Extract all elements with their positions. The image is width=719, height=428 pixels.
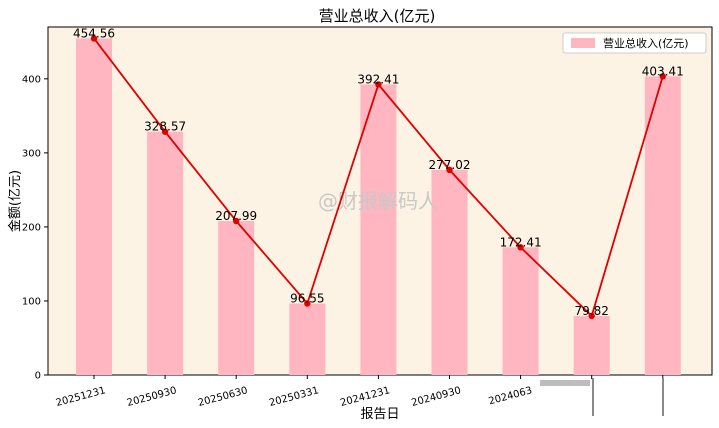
- data-label: 277.02: [429, 158, 471, 172]
- data-label: 454.56: [73, 26, 115, 40]
- bar: [644, 76, 681, 376]
- line-point: [304, 300, 311, 307]
- x-axis-label: 报告日: [360, 407, 399, 422]
- y-tick-label: 100: [22, 296, 41, 307]
- data-label: 207.99: [215, 209, 257, 223]
- y-axis-label: 金额(亿元): [7, 170, 23, 232]
- x-tick-label: 20251231: [55, 385, 107, 409]
- data-label: 392.41: [357, 72, 399, 86]
- y-axis: 0 100 200 300 400: [22, 74, 48, 382]
- overlay-bar: [540, 380, 590, 386]
- x-tick-label: 20250331: [268, 385, 320, 409]
- bar: [502, 247, 539, 375]
- bar: [360, 84, 397, 375]
- x-tick-label: 20250930: [126, 385, 178, 409]
- x-tick-label: 2024063: [488, 385, 534, 407]
- y-tick-label: 400: [22, 74, 41, 85]
- data-label: 328.57: [144, 120, 186, 134]
- bar: [147, 131, 184, 375]
- data-labels: 454.56 328.57 207.99 96.55 392.41 277.02 172.4…: [73, 26, 684, 317]
- line-point: [90, 35, 98, 42]
- line-series: [90, 35, 666, 320]
- chart-title: 营业总收入(亿元): [319, 7, 436, 25]
- legend-swatch: [571, 38, 595, 48]
- legend-label: 营业总收入(亿元): [603, 36, 689, 50]
- bar: [289, 303, 326, 375]
- data-label: 79.82: [575, 304, 609, 318]
- line-point: [446, 166, 453, 174]
- watermark: @财报解码人: [318, 189, 438, 213]
- y-tick-label: 200: [22, 222, 41, 233]
- line-point: [588, 312, 595, 320]
- line-point: [233, 217, 240, 225]
- overlay-divider: [592, 378, 594, 416]
- line-point: [659, 73, 666, 80]
- y-tick-label: 0: [35, 371, 41, 382]
- y-tick-label: 300: [22, 148, 41, 159]
- bar: [431, 169, 468, 375]
- x-tick-label: 20241231: [339, 385, 391, 409]
- x-tick-label: 20250630: [197, 385, 249, 409]
- bar: [573, 315, 610, 375]
- x-axis: 20251231 20250930 20250630 20250331 20241231…: [55, 375, 664, 416]
- data-label: 403.41: [642, 64, 684, 78]
- bar: [76, 38, 112, 376]
- line-point: [161, 128, 169, 135]
- data-label: 96.55: [290, 292, 324, 306]
- bar: [218, 220, 255, 375]
- legend-box: [562, 32, 707, 54]
- x-tick-label: 20240930: [410, 385, 462, 409]
- bar-series: [76, 38, 681, 376]
- line-point: [375, 81, 382, 88]
- line-point: [517, 244, 524, 251]
- legend: 营业总收入(亿元): [562, 32, 707, 54]
- overlay-divider: [662, 378, 664, 416]
- data-label: 172.41: [500, 235, 542, 249]
